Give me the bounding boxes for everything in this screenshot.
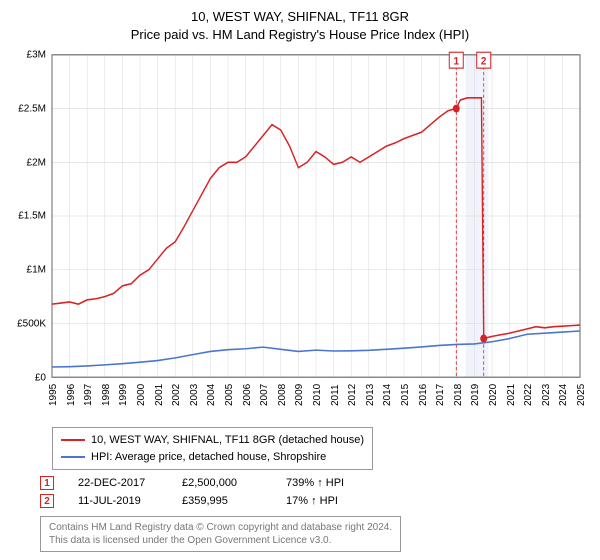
marker-date: 22-DEC-2017 bbox=[78, 477, 158, 489]
xtick-label: 2018 bbox=[453, 384, 464, 406]
xtick-label: 2021 bbox=[506, 384, 517, 406]
marker-price: £359,995 bbox=[182, 495, 262, 507]
xtick-label: 2013 bbox=[365, 384, 376, 406]
chart-title: 10, WEST WAY, SHIFNAL, TF11 8GR Price pa… bbox=[10, 8, 590, 44]
chart-area: 12 £0£500K£1M£1.5M£2M£2.5M£3M 1995199619… bbox=[10, 48, 590, 423]
legend-item: HPI: Average price, detached house, Shro… bbox=[61, 449, 364, 466]
marker-pct: 739% ↑ HPI bbox=[286, 477, 366, 489]
marker-row: 1 22-DEC-2017 £2,500,000 739% ↑ HPI bbox=[40, 476, 590, 490]
xtick-label: 2004 bbox=[206, 384, 217, 406]
xtick-label: 2015 bbox=[400, 384, 411, 406]
xtick-label: 2017 bbox=[435, 384, 446, 406]
ytick-label: £1M bbox=[12, 265, 46, 276]
xtick-label: 2019 bbox=[470, 384, 481, 406]
footer-line2: This data is licensed under the Open Gov… bbox=[49, 535, 331, 546]
marker-row: 2 11-JUL-2019 £359,995 17% ↑ HPI bbox=[40, 494, 590, 508]
xtick-label: 2014 bbox=[382, 384, 393, 406]
xtick-label: 2007 bbox=[259, 384, 270, 406]
xtick-label: 2002 bbox=[171, 384, 182, 406]
xtick-label: 2010 bbox=[312, 384, 323, 406]
legend-swatch bbox=[61, 439, 85, 441]
xtick-label: 2025 bbox=[576, 384, 587, 406]
legend: 10, WEST WAY, SHIFNAL, TF11 8GR (detache… bbox=[52, 427, 373, 470]
xtick-label: 2000 bbox=[136, 384, 147, 406]
xtick-label: 1998 bbox=[101, 384, 112, 406]
ytick-label: £0 bbox=[12, 372, 46, 383]
xtick-label: 2003 bbox=[189, 384, 200, 406]
xtick-label: 2011 bbox=[330, 385, 341, 407]
title-line2: Price paid vs. HM Land Registry's House … bbox=[131, 27, 469, 42]
legend-item: 10, WEST WAY, SHIFNAL, TF11 8GR (detache… bbox=[61, 432, 364, 449]
legend-label: HPI: Average price, detached house, Shro… bbox=[91, 449, 326, 466]
footer-license: Contains HM Land Registry data © Crown c… bbox=[40, 516, 401, 552]
legend-swatch bbox=[61, 456, 85, 458]
xtick-label: 1999 bbox=[118, 384, 129, 406]
marker-table: 1 22-DEC-2017 £2,500,000 739% ↑ HPI 2 11-JUL-… bbox=[40, 476, 590, 512]
marker-number-box: 1 bbox=[40, 476, 54, 490]
xtick-label: 2005 bbox=[224, 384, 235, 406]
xtick-label: 1995 bbox=[48, 384, 59, 406]
xtick-label: 2012 bbox=[347, 384, 358, 406]
xtick-label: 2008 bbox=[277, 384, 288, 406]
ytick-label: £2M bbox=[12, 157, 46, 168]
marker-number-box: 2 bbox=[40, 494, 54, 508]
xtick-label: 2016 bbox=[418, 384, 429, 406]
xtick-label: 1997 bbox=[83, 384, 94, 406]
xtick-label: 2023 bbox=[541, 384, 552, 406]
xtick-label: 2020 bbox=[488, 384, 499, 406]
svg-text:1: 1 bbox=[453, 56, 459, 69]
ytick-label: £3M bbox=[12, 50, 46, 61]
svg-text:2: 2 bbox=[481, 56, 487, 69]
line-chart: 12 bbox=[10, 48, 590, 423]
legend-label: 10, WEST WAY, SHIFNAL, TF11 8GR (detache… bbox=[91, 432, 364, 449]
xtick-label: 2009 bbox=[294, 384, 305, 406]
marker-pct: 17% ↑ HPI bbox=[286, 495, 366, 507]
xtick-label: 2024 bbox=[558, 384, 569, 406]
title-line1: 10, WEST WAY, SHIFNAL, TF11 8GR bbox=[191, 9, 409, 24]
ytick-label: £500K bbox=[12, 318, 46, 329]
marker-price: £2,500,000 bbox=[182, 477, 262, 489]
footer-line1: Contains HM Land Registry data © Crown c… bbox=[49, 522, 392, 533]
ytick-label: £1.5M bbox=[12, 211, 46, 222]
ytick-label: £2.5M bbox=[12, 103, 46, 114]
xtick-label: 1996 bbox=[66, 384, 77, 406]
marker-date: 11-JUL-2019 bbox=[78, 495, 158, 507]
xtick-label: 2006 bbox=[242, 384, 253, 406]
xtick-label: 2001 bbox=[154, 384, 165, 406]
xtick-label: 2022 bbox=[523, 384, 534, 406]
